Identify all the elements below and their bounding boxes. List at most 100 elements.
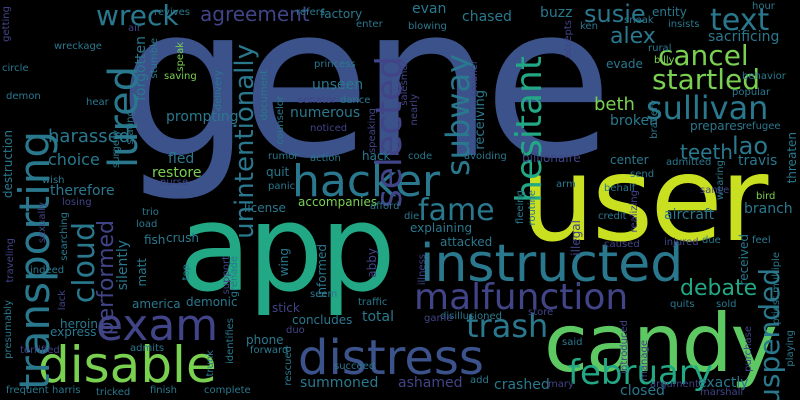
word-admitted: admitted: [666, 157, 712, 168]
word-arm: arm: [556, 179, 576, 190]
word-total: total: [362, 309, 395, 325]
word-malfunction: malfunction: [414, 277, 629, 318]
word-delivery: delivery: [213, 70, 224, 111]
word-nurse: nurse: [160, 177, 189, 188]
word-phone: phone: [246, 333, 284, 347]
word-harris: harris: [52, 385, 81, 396]
word-noticed: noticed: [310, 123, 348, 134]
word-support: support: [221, 256, 232, 295]
word-nearly: nearly: [409, 94, 420, 126]
word-exactly: exactly: [698, 375, 749, 391]
word-concludes: concludes: [292, 313, 353, 327]
word-closed: closed: [620, 383, 665, 399]
word-alex: alex: [610, 24, 656, 49]
word-refugee: refugee: [742, 121, 781, 132]
word-hack: hack: [362, 149, 391, 163]
word-fled: fled: [168, 151, 195, 167]
word-broken: broken: [610, 113, 658, 129]
word-cancel: cancel: [658, 39, 749, 72]
word-injured: injured: [664, 237, 699, 248]
word-received: received: [737, 234, 751, 286]
word-wreckage: wreckage: [54, 41, 102, 52]
word-feel: feel: [752, 235, 771, 246]
word-blowing: blowing: [408, 21, 447, 32]
word-trash: trash: [466, 307, 549, 345]
word-said: said: [562, 337, 583, 348]
word-counselor: counselor: [275, 96, 286, 145]
word-gene: gene: [118, 0, 613, 205]
word-crashed: crashed: [494, 377, 550, 393]
word-identifies: identifies: [225, 318, 236, 364]
word-popular: popular: [732, 87, 771, 98]
word-therefore: therefore: [50, 183, 115, 199]
word-ken: ken: [580, 21, 598, 32]
word-speak: speak: [175, 42, 186, 72]
word-crush: crush: [166, 231, 199, 245]
word-center: center: [610, 153, 649, 167]
word-sance: sance: [700, 185, 730, 196]
word-wing: wing: [277, 248, 291, 277]
word-searching: searching: [59, 212, 70, 261]
word-hour: hour: [752, 1, 775, 12]
word-demonic: demonic: [186, 295, 238, 309]
word-document: document: [259, 70, 270, 121]
word-duo: duo: [286, 325, 305, 336]
word-buzz: buzz: [540, 5, 573, 21]
word-summoned: summoned: [300, 375, 379, 391]
word-mary: mary: [548, 379, 574, 390]
word-traffic: traffic: [358, 297, 388, 308]
word-prepares: prepares: [690, 119, 743, 133]
word-purchase: purchase: [743, 326, 754, 372]
word-debate: debate: [680, 276, 758, 301]
word-introduced: introduced: [619, 320, 630, 374]
word-branch: branch: [744, 201, 793, 217]
word-heroin: heroin: [60, 317, 98, 331]
word-disable: disable: [38, 336, 217, 394]
word-billy: billy: [654, 55, 675, 66]
word-speaking: speaking: [367, 108, 378, 154]
word-indeed: indeed: [30, 265, 65, 276]
word-hear: hear: [86, 97, 109, 108]
word-quit: quit: [266, 165, 290, 179]
word-fame: fame: [418, 193, 495, 228]
word-entity: entity: [652, 5, 687, 19]
word-startled: startled: [652, 63, 760, 96]
word-send: send: [630, 169, 655, 180]
word-playing: playing: [785, 330, 796, 367]
word-finish: finish: [150, 385, 177, 396]
word-code: code: [408, 151, 433, 162]
word-license: license: [244, 201, 286, 215]
word-unseen: unseen: [312, 77, 364, 93]
word-losing: losing: [62, 197, 92, 208]
word-prompting: prompting: [166, 109, 239, 125]
word-accepts: accepts: [563, 20, 574, 59]
word-load: load: [136, 219, 158, 230]
word-user: user: [520, 130, 768, 268]
word-getting: getting: [1, 6, 12, 42]
word-complete: complete: [204, 385, 251, 396]
word-hacker: hacker: [292, 156, 441, 207]
word-sacrificing: sacrificing: [708, 29, 780, 45]
word-die: die: [404, 211, 420, 222]
word-behavior: behavior: [742, 71, 786, 82]
word-marshall: marshall: [700, 387, 744, 398]
word-abby: abby: [365, 248, 379, 278]
word-february: february: [568, 353, 713, 393]
word-explaining: explaining: [410, 221, 473, 235]
word-fish: fish: [144, 233, 166, 247]
word-sneak: sneak: [624, 15, 654, 26]
word-demon: demon: [6, 91, 41, 102]
word-saving: saving: [164, 71, 197, 82]
word-text: text: [710, 3, 770, 38]
word-revives: revives: [154, 7, 191, 18]
word-ashamed: ashamed: [398, 375, 463, 391]
word-silently: silently: [115, 240, 131, 291]
word-forward: forward: [250, 345, 289, 356]
word-illegal: illegal: [569, 220, 583, 256]
word-evade: evade: [606, 57, 643, 71]
word-princess: princess: [314, 59, 356, 70]
word-succeed: succeed: [334, 361, 376, 372]
word-credit: credit: [598, 211, 627, 222]
word-beth: beth: [594, 94, 635, 115]
